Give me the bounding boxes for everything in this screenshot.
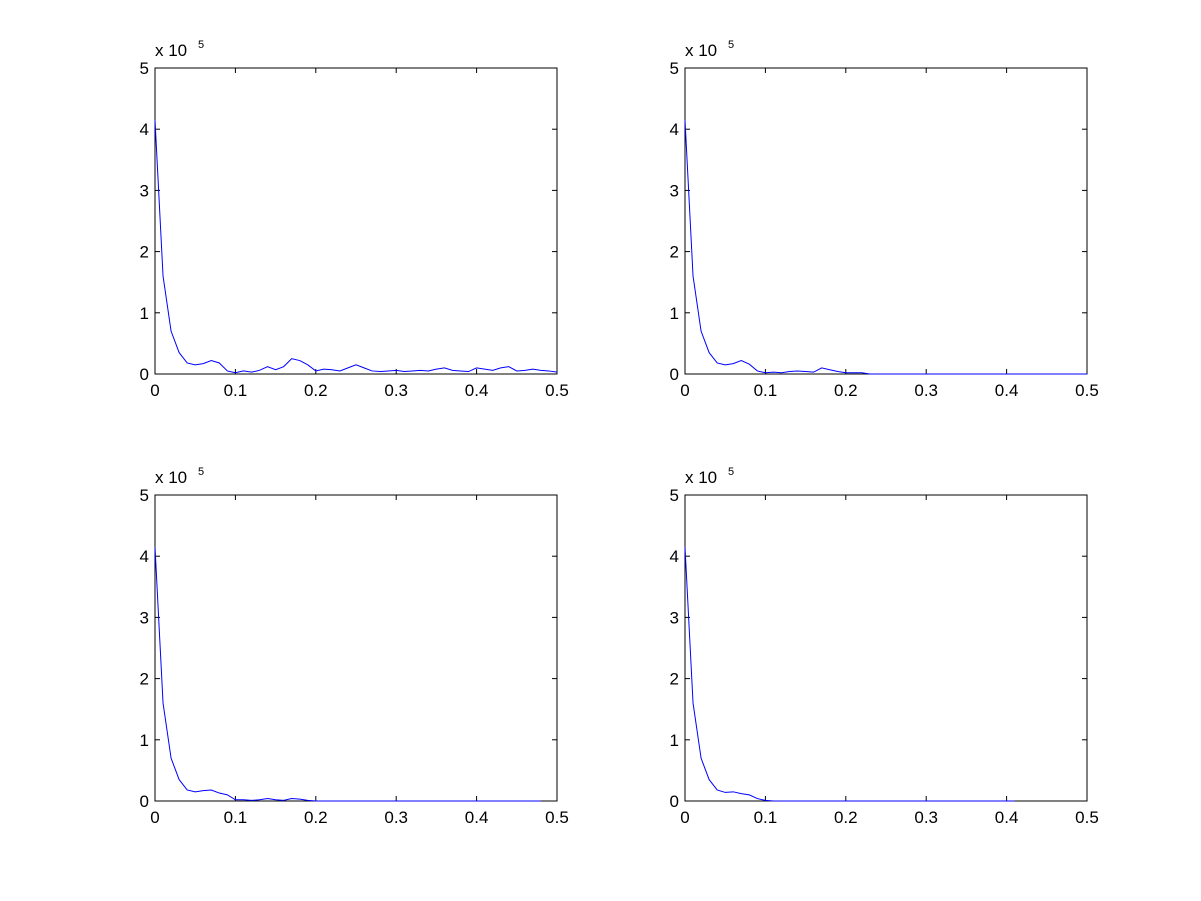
- axes-box: [154, 494, 558, 802]
- y-scale-exponent: 5: [728, 466, 734, 478]
- x-tick-label: 0.1: [224, 381, 248, 400]
- y-tick-label: 2: [670, 670, 679, 689]
- y-tick-label: 4: [670, 120, 679, 139]
- y-tick-label: 5: [140, 59, 149, 78]
- y-tick-label: 2: [140, 243, 149, 262]
- y-tick-label: 0: [670, 365, 679, 384]
- y-tick-label: 5: [140, 486, 149, 505]
- y-scale-base: x 10: [155, 41, 187, 60]
- y-tick-label: 1: [140, 304, 149, 323]
- data-line: [684, 119, 1087, 375]
- y-tick-label: 4: [140, 547, 149, 566]
- y-tick-label: 5: [670, 59, 679, 78]
- x-tick-label: 0.5: [545, 381, 569, 400]
- x-tick-label: 0: [680, 808, 689, 827]
- x-tick-label: 0.3: [914, 808, 938, 827]
- x-tick-label: 0.3: [384, 808, 408, 827]
- subplot: 0 0.1 0.2 0.3 0.4 0.5 0 1 2 3 4 5 x 10 5: [140, 466, 569, 827]
- y-tick-label: 2: [140, 670, 149, 689]
- x-tick-label: 0.4: [995, 808, 1019, 827]
- subplot: 0 0.1 0.2 0.3 0.4 0.5 0 1 2 3 4 5 x 10 5: [670, 466, 1099, 827]
- y-tick-label: 3: [670, 608, 679, 627]
- data-line: [684, 546, 1015, 802]
- subplot: 0 0.1 0.2 0.3 0.4 0.5 0 1 2 3 4 5 x 10 5: [670, 39, 1099, 400]
- data-line: [154, 546, 541, 802]
- y-tick-label: 3: [140, 608, 149, 627]
- x-tick-label: 0.2: [834, 808, 858, 827]
- y-tick-label: 0: [140, 365, 149, 384]
- x-tick-label: 0.3: [384, 381, 408, 400]
- y-tick-label: 2: [670, 243, 679, 262]
- y-scale-exponent: 5: [198, 39, 204, 51]
- x-tick-label: 0.4: [465, 381, 489, 400]
- y-tick-label: 3: [140, 181, 149, 200]
- y-tick-label: 4: [670, 547, 679, 566]
- x-tick-label: 0.4: [465, 808, 489, 827]
- y-scale-base: x 10: [685, 468, 717, 487]
- x-tick-label: 0.4: [995, 381, 1019, 400]
- x-tick-label: 0.3: [914, 381, 938, 400]
- y-tick-label: 3: [670, 181, 679, 200]
- y-scale-base: x 10: [685, 41, 717, 60]
- x-tick-label: 0.1: [224, 808, 248, 827]
- x-tick-label: 0.1: [754, 808, 778, 827]
- data-line: [154, 119, 558, 374]
- x-tick-label: 0.5: [1075, 381, 1099, 400]
- x-tick-label: 0.5: [1075, 808, 1099, 827]
- x-tick-label: 0: [680, 381, 689, 400]
- subplot: 0 0.1 0.2 0.3 0.4 0.5 0 1 2 3 4 5 x 10 5: [140, 39, 569, 400]
- y-tick-label: 5: [670, 486, 679, 505]
- y-tick-label: 0: [670, 792, 679, 811]
- axes-box: [154, 67, 558, 375]
- x-tick-label: 0: [150, 808, 159, 827]
- y-scale-exponent: 5: [728, 39, 734, 51]
- y-tick-label: 1: [670, 304, 679, 323]
- x-tick-label: 0.1: [754, 381, 778, 400]
- x-tick-label: 0.2: [304, 381, 328, 400]
- x-tick-label: 0: [150, 381, 159, 400]
- x-tick-label: 0.5: [545, 808, 569, 827]
- axes-box: [684, 494, 1088, 802]
- y-tick-label: 1: [140, 731, 149, 750]
- y-scale-exponent: 5: [198, 466, 204, 478]
- x-tick-label: 0.2: [834, 381, 858, 400]
- y-scale-base: x 10: [155, 468, 187, 487]
- y-tick-label: 4: [140, 120, 149, 139]
- x-tick-label: 0.2: [304, 808, 328, 827]
- y-tick-label: 1: [670, 731, 679, 750]
- y-tick-label: 0: [140, 792, 149, 811]
- axes-box: [684, 67, 1088, 375]
